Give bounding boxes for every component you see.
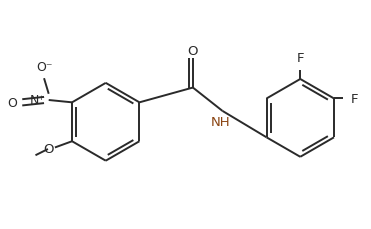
Text: NH: NH	[211, 116, 231, 129]
Text: F: F	[296, 52, 304, 65]
Text: F: F	[351, 93, 359, 106]
Text: O: O	[43, 142, 53, 155]
Text: N⁺: N⁺	[30, 93, 46, 106]
Text: O: O	[7, 96, 17, 109]
Text: O: O	[188, 44, 198, 57]
Text: O⁻: O⁻	[36, 61, 52, 74]
